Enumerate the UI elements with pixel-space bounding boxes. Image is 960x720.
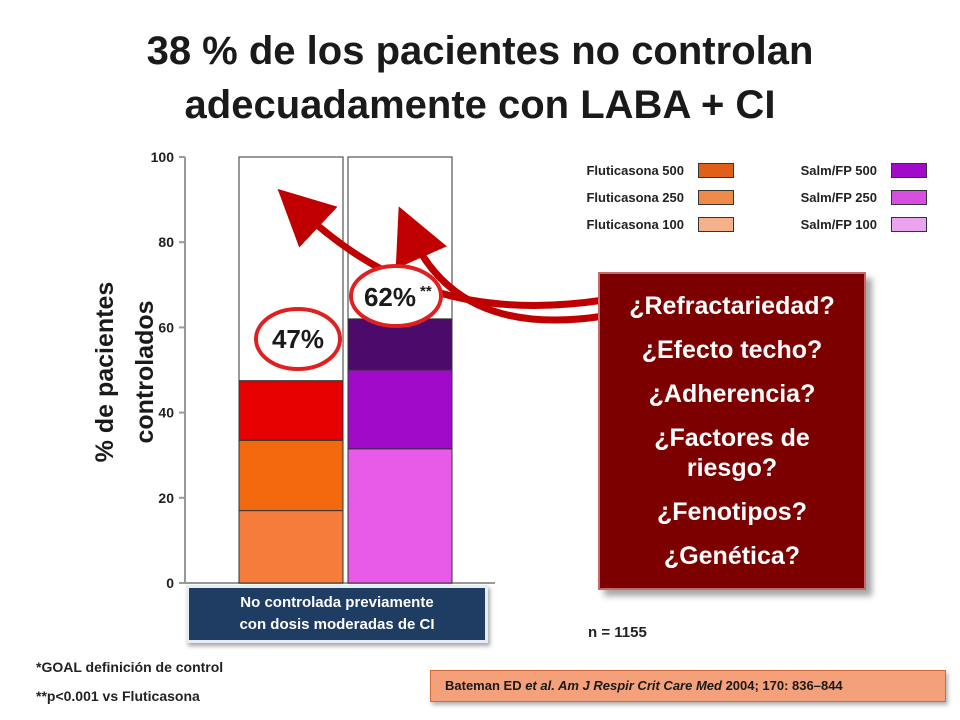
legend-item-salm-fp-100: Salm/FP 100 <box>700 217 927 233</box>
significance-mark: ** <box>420 283 432 300</box>
y-tick-label: 40 <box>158 405 174 421</box>
question-fenotipos: ¿Fenotipos? <box>657 498 807 526</box>
legend-swatch <box>891 217 927 232</box>
y-tick-label: 80 <box>158 234 174 250</box>
legend-swatch <box>891 190 927 205</box>
sample-size-label: n = 1155 <box>588 624 647 641</box>
legend-swatch <box>698 163 734 178</box>
total-label-salm-fp: 62% <box>364 282 416 312</box>
arrow-to-salm-fp <box>395 206 605 324</box>
ref-journal: Am J Respir Crit Care Med <box>554 678 722 693</box>
bar-segment <box>347 448 453 584</box>
y-tick-label: 0 <box>166 575 174 591</box>
legend-swatch <box>891 163 927 178</box>
legend-label: Fluticasona 100 <box>586 217 684 232</box>
title-line-1: 38 % de los pacientes no controlan <box>146 29 814 73</box>
question-adherencia: ¿Adherencia? <box>648 380 816 408</box>
question-refractariedad: ¿Refractariedad? <box>629 292 835 320</box>
title-line-2: adecuadamente con LABA + CI <box>184 83 776 127</box>
legend-item-salm-fp-500: Salm/FP 500 <box>700 163 927 179</box>
note-line-2: con dosis moderadas de CI <box>239 616 435 633</box>
page-title: 38 % de los pacientes no controlan adecu… <box>0 24 960 132</box>
total-label-fluticasona: 47% <box>272 324 324 354</box>
legend-label: Salm/FP 500 <box>800 163 877 178</box>
ref-authors: Bateman ED <box>445 678 526 693</box>
legend-item-fluticasona-100: Fluticasona 100 <box>460 217 734 233</box>
baseline-note-box: No controlada previamente con dosis mode… <box>186 585 488 643</box>
legend-label: Fluticasona 500 <box>586 163 684 178</box>
bar-segment <box>238 380 344 441</box>
note-line-1: No controlada previamente <box>240 594 434 611</box>
legend-swatch <box>698 190 734 205</box>
ref-details: 2004; 170: 836–844 <box>721 678 843 693</box>
y-tick-label: 20 <box>158 490 174 506</box>
y-tick-label: 100 <box>151 149 175 165</box>
highlight-ring-salm-fp <box>349 264 443 328</box>
question-genetica: ¿Genética? <box>663 542 801 570</box>
bar-segment <box>238 510 344 584</box>
bar-segment <box>238 439 344 512</box>
legend-item-fluticasona-250: Fluticasona 250 <box>460 190 734 206</box>
legend-label: Salm/FP 100 <box>800 217 877 232</box>
legend-item-salm-fp-250: Salm/FP 250 <box>700 190 927 206</box>
legend-item-fluticasona-500: Fluticasona 500 <box>460 163 734 179</box>
ref-etal: et al. <box>525 678 555 693</box>
bar-segment <box>347 369 453 450</box>
question-efecto-techo: ¿Efecto techo? <box>641 336 823 364</box>
question-factores-riesgo: ¿Factores de riesgo? <box>654 424 810 482</box>
legend-label: Fluticasona 250 <box>586 190 684 205</box>
legend-label: Salm/FP 250 <box>800 190 877 205</box>
y-tick-label: 60 <box>158 319 174 335</box>
questions-callout: ¿Refractariedad? ¿Efecto techo? ¿Adheren… <box>598 272 866 590</box>
y-axis-label: % de pacientes controlados <box>91 281 159 463</box>
reference-citation: Bateman ED et al. Am J Respir Crit Care … <box>430 670 946 702</box>
highlight-ring-fluticasona <box>254 307 342 371</box>
footnote-p-value: **p<0.001 vs Fluticasona <box>36 688 200 704</box>
legend-swatch <box>698 217 734 232</box>
footnote-goal: *GOAL definición de control <box>36 659 224 675</box>
